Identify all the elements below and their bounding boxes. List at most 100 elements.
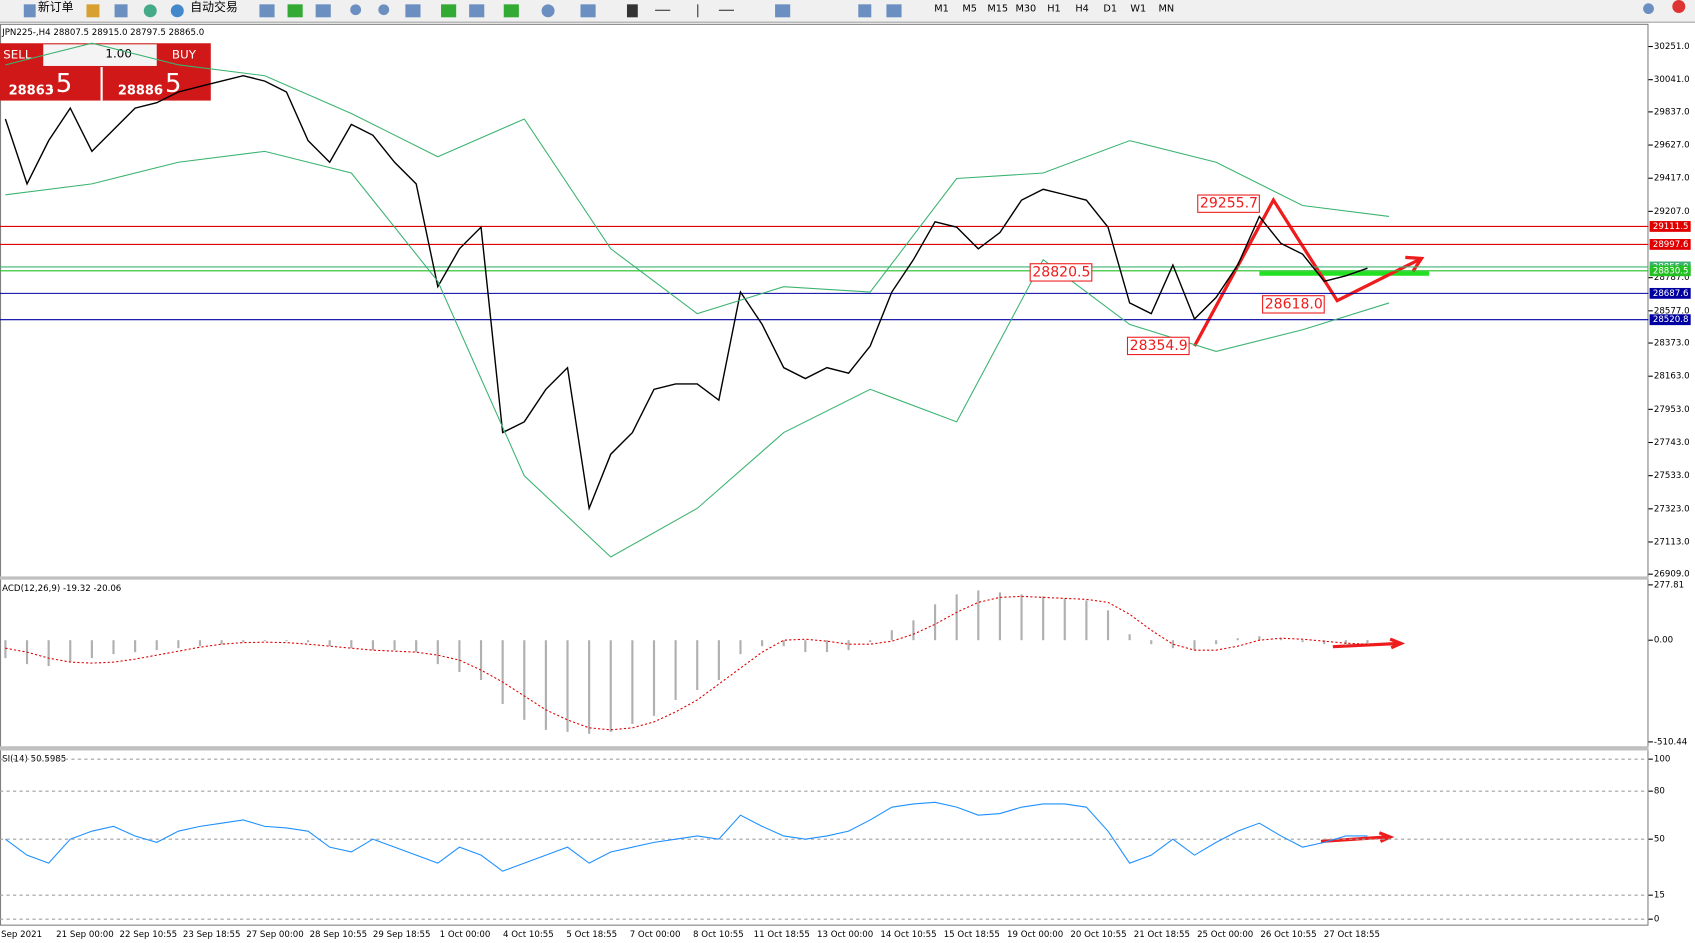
timeframe-button[interactable]: M5	[962, 4, 977, 15]
arrow-head	[1378, 831, 1395, 843]
icon	[503, 4, 519, 18]
annotation-box	[1262, 295, 1325, 314]
x-tick-label: 27 Oct 18:55	[1324, 930, 1380, 940]
icon	[143, 4, 157, 18]
panel-divider	[0, 576, 1649, 580]
timeframe-button[interactable]: W1	[1130, 4, 1146, 15]
icon	[775, 4, 791, 18]
y-tick-label: 27743.0	[1654, 438, 1690, 448]
x-tick-label: 25 Oct 00:00	[1197, 930, 1253, 940]
x-tick-label: 4 Oct 10:55	[503, 930, 554, 940]
x-tick-label: 22 Sep 10:55	[120, 930, 178, 940]
signal-line	[5, 595, 1368, 731]
timeframe-button[interactable]: H4	[1075, 4, 1088, 15]
y-tick-label: 29627.0	[1654, 141, 1690, 151]
y-tick-label: 27113.0	[1654, 537, 1690, 547]
y-tick-label: 0.00	[1654, 636, 1673, 646]
y-tick-label: 277.81	[1654, 580, 1684, 590]
arrow-head	[1389, 637, 1406, 650]
rsi-line	[5, 801, 1368, 872]
x-tick-label: 19 Oct 00:00	[1007, 930, 1063, 940]
panel-divider	[0, 746, 1649, 751]
level-tag	[1649, 221, 1691, 232]
x-tick-label: 5 Oct 18:55	[566, 930, 617, 940]
x-tick-label: 11 Oct 18:55	[754, 930, 810, 940]
icon	[23, 4, 36, 18]
y-tick-label: 28373.0	[1654, 339, 1690, 349]
annotation-box	[1197, 194, 1260, 213]
annotation: 28820.5	[1032, 264, 1090, 280]
level-label: 28520.8	[1653, 315, 1689, 325]
icon	[655, 9, 671, 11]
toolbar-button[interactable]: 自动交易	[190, 0, 237, 14]
price-line	[5, 150, 1390, 558]
timeframe-button[interactable]: H1	[1047, 4, 1060, 15]
level-tag	[1649, 314, 1691, 326]
level-label: 28997.6	[1653, 240, 1689, 250]
y-tick-label: 15	[1654, 891, 1665, 901]
trade-bid_pips: .5	[48, 69, 73, 99]
y-tick-label: 29207.0	[1654, 207, 1690, 217]
x-tick-label: 26 Oct 10:55	[1260, 930, 1316, 940]
toolbar-icons	[23, 0, 1686, 18]
timeframe-button[interactable]: M30	[1015, 4, 1036, 15]
x-tick-label: 14 Oct 10:55	[880, 930, 936, 940]
annotation: 28354.9	[1130, 338, 1188, 354]
icon	[1643, 3, 1654, 15]
lot-input[interactable]	[43, 44, 157, 66]
icon	[469, 4, 485, 18]
y-tick-label: 26909.0	[1654, 570, 1690, 580]
level-tag	[1649, 239, 1691, 250]
y-tick-label: 28163.0	[1654, 372, 1690, 382]
level-label: 28687.6	[1653, 289, 1689, 299]
x-tick-label: 20 Oct 10:55	[1070, 930, 1126, 940]
icon	[114, 4, 128, 18]
y-tick-label: 50	[1654, 835, 1665, 845]
x-tick-label: 21 Sep 00:00	[56, 930, 114, 940]
level-tag	[1649, 265, 1691, 277]
timeframe-button[interactable]: M15	[987, 4, 1008, 15]
trade-ask_pips: .5	[157, 69, 182, 99]
icon	[886, 4, 902, 18]
x-tick-label: 29 Sep 18:55	[373, 930, 431, 940]
icon	[259, 4, 275, 18]
x-tick-label: 15 Oct 18:55	[944, 930, 1000, 940]
icon	[287, 4, 303, 18]
y-tick-label: 30041.0	[1654, 75, 1690, 85]
level-label: 28830.5	[1653, 266, 1689, 276]
toolbar-button[interactable]: 新订单	[38, 0, 74, 14]
icon	[378, 4, 390, 16]
timeframe-button[interactable]: D1	[1103, 4, 1117, 15]
icon	[86, 4, 100, 18]
icon	[541, 4, 555, 18]
icon	[858, 4, 872, 18]
annotation: 29255.7	[1200, 196, 1258, 212]
trade-ask: 28886	[118, 83, 163, 98]
x-tick-label: Sep 2021	[1, 930, 42, 940]
icon	[405, 4, 421, 18]
icon	[350, 4, 362, 16]
y-tick-label: 30251.0	[1654, 42, 1690, 52]
x-tick-label: 23 Sep 18:55	[183, 930, 241, 940]
trade-bid: 28863	[9, 83, 54, 98]
annotation-box	[1029, 263, 1093, 282]
annotation: 28618.0	[1265, 296, 1323, 312]
zigzag	[1193, 196, 1421, 347]
icon	[315, 4, 331, 18]
x-tick-label: 7 Oct 00:00	[630, 930, 681, 940]
trade-buy: BUY	[172, 48, 197, 62]
x-tick-label: 8 Oct 10:55	[693, 930, 744, 940]
y-tick-label: 80	[1654, 787, 1665, 797]
x-tick-label: 27 Sep 00:00	[246, 930, 304, 940]
y-tick-label: 27323.0	[1654, 504, 1690, 514]
panel-title: JPN225-,H4 28807.5 28915.0 28797.5 28865…	[1, 28, 204, 38]
x-tick-label: 13 Oct 00:00	[817, 930, 873, 940]
y-tick-label: 28577.0	[1654, 306, 1690, 316]
y-tick-label: 29837.0	[1654, 107, 1690, 117]
panel-title: ACD(12,26,9) -19.32 -20.06	[2, 584, 121, 594]
timeframe-button[interactable]: M1	[934, 4, 949, 15]
x-tick-label: 28 Sep 10:55	[310, 930, 368, 940]
timeframe-button[interactable]: MN	[1159, 4, 1175, 15]
icon	[580, 4, 596, 18]
